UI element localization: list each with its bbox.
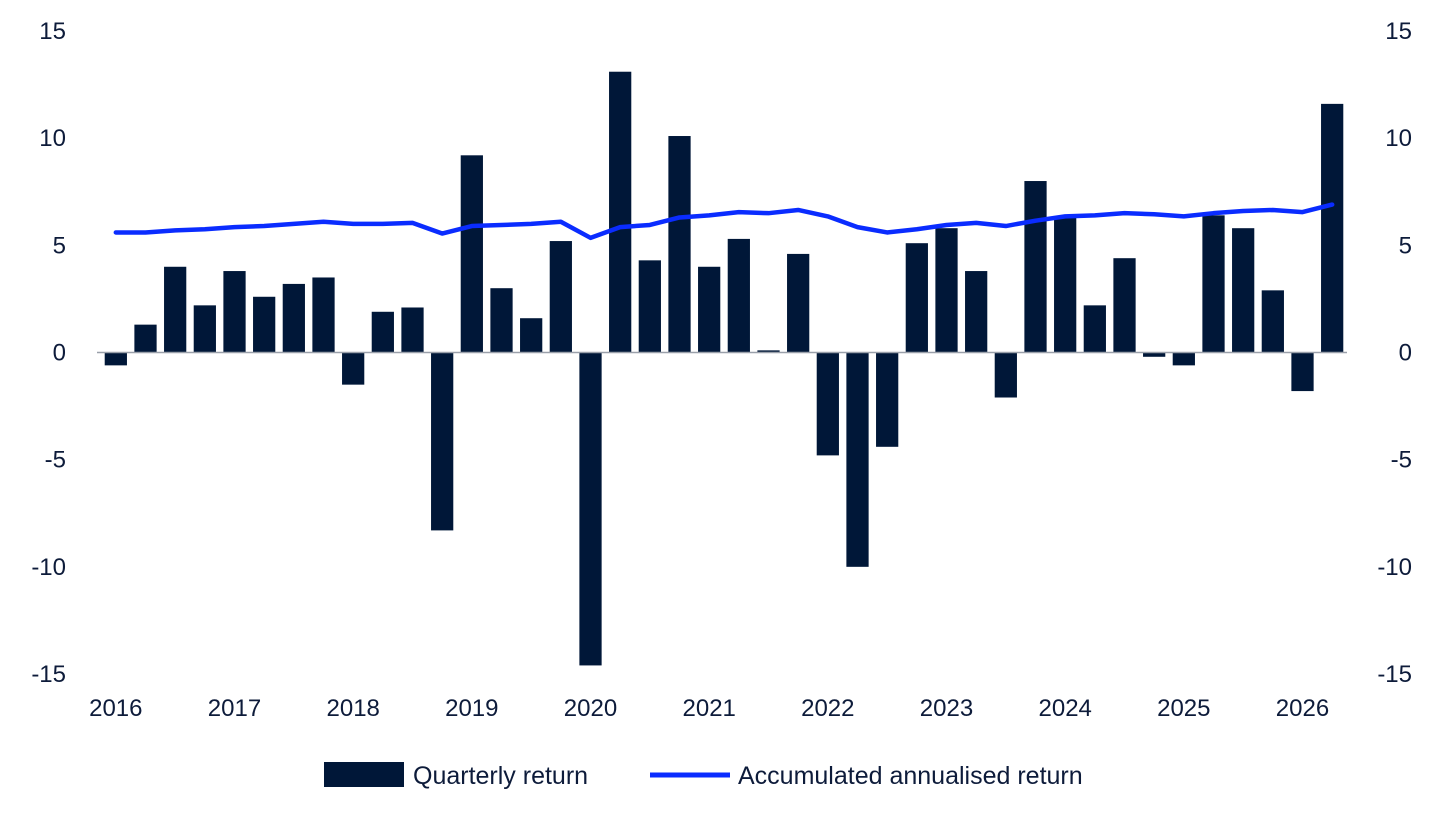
bar-2017-q4 bbox=[312, 277, 335, 353]
bar-2019-q3 bbox=[520, 318, 543, 353]
x-tick-2024: 2024 bbox=[1039, 695, 1092, 722]
x-tick-2018: 2018 bbox=[327, 695, 380, 722]
bar-2017-q2 bbox=[253, 296, 276, 353]
y-tick-right--5: -5 bbox=[1391, 447, 1412, 474]
legend-label-quarterly-return: Quarterly return bbox=[413, 762, 588, 790]
y-tick-left-0: 0 bbox=[53, 340, 66, 367]
y-tick-left--15: -15 bbox=[31, 661, 66, 688]
bar-2022-q1 bbox=[816, 352, 839, 456]
bar-2023-q4 bbox=[1024, 181, 1047, 353]
x-tick-2021: 2021 bbox=[683, 695, 736, 722]
legend-label-accumulated-return: Accumulated annualised return bbox=[738, 762, 1083, 790]
y-tick-right-10: 10 bbox=[1385, 125, 1412, 152]
bar-2026-q1 bbox=[1291, 352, 1314, 392]
bar-2019-q2 bbox=[490, 288, 513, 353]
bar-2021-q1 bbox=[698, 266, 721, 353]
x-tick-2017: 2017 bbox=[208, 695, 261, 722]
line-series-accumulated-return bbox=[113, 202, 1335, 241]
bar-2018-q2 bbox=[371, 311, 394, 353]
bar-2016-q2 bbox=[134, 324, 157, 353]
bar-2023-q3 bbox=[994, 352, 1017, 398]
y-tick-right-0: 0 bbox=[1399, 340, 1412, 367]
y-axis-left: 15 10 5 0 -5 -10 -15 bbox=[31, 18, 66, 688]
y-tick-right-5: 5 bbox=[1399, 232, 1412, 259]
bar-2018-q3 bbox=[401, 307, 424, 353]
legend-swatch-quarterly-return bbox=[324, 762, 404, 787]
bar-2017-q1 bbox=[223, 271, 246, 353]
bar-2025-q4 bbox=[1261, 290, 1284, 353]
x-axis: 2016 2017 2018 2019 2020 2021 2022 2023 2024 2025… bbox=[89, 695, 1329, 722]
y-tick-left-5: 5 bbox=[53, 232, 66, 259]
bar-2024-q1 bbox=[1054, 217, 1077, 353]
bar-2018-q1 bbox=[342, 352, 365, 385]
bar-series bbox=[104, 71, 1344, 666]
bar-2023-q1 bbox=[935, 228, 958, 353]
bar-2016-q4 bbox=[193, 305, 216, 353]
bar-2018-q4 bbox=[431, 352, 454, 531]
y-axis-right: 15 10 5 0 -5 -10 -15 bbox=[1377, 18, 1412, 688]
bar-2020-q1 bbox=[579, 352, 602, 666]
bar-2026-q2 bbox=[1321, 103, 1344, 353]
bar-2023-q2 bbox=[965, 271, 988, 353]
bar-2019-q1 bbox=[460, 155, 483, 353]
bar-2024-q3 bbox=[1113, 258, 1136, 353]
bar-2021-q3 bbox=[757, 350, 780, 353]
bar-2025-q1 bbox=[1172, 352, 1195, 366]
x-tick-2019: 2019 bbox=[445, 695, 498, 722]
x-tick-2025: 2025 bbox=[1157, 695, 1210, 722]
y-tick-right--10: -10 bbox=[1377, 554, 1412, 581]
x-tick-2020: 2020 bbox=[564, 695, 617, 722]
bar-2020-q4 bbox=[668, 136, 691, 353]
y-tick-left--5: -5 bbox=[45, 447, 66, 474]
bar-2019-q4 bbox=[549, 241, 572, 353]
x-tick-2023: 2023 bbox=[920, 695, 973, 722]
bar-2016-q3 bbox=[164, 266, 187, 353]
y-tick-right-15: 15 bbox=[1385, 18, 1412, 45]
y-tick-left-10: 10 bbox=[39, 125, 66, 152]
bar-2017-q3 bbox=[282, 283, 305, 353]
bar-2021-q2 bbox=[727, 238, 750, 353]
bar-2020-q3 bbox=[638, 260, 661, 353]
bar-2022-q4 bbox=[905, 243, 928, 353]
bar-2016-q1 bbox=[104, 352, 127, 366]
bar-2022-q2 bbox=[846, 352, 869, 567]
bar-2024-q2 bbox=[1083, 305, 1106, 353]
bar-2021-q4 bbox=[787, 253, 810, 353]
x-tick-2026: 2026 bbox=[1276, 695, 1329, 722]
bar-2024-q4 bbox=[1143, 352, 1166, 357]
y-tick-left-15: 15 bbox=[39, 18, 66, 45]
y-tick-right--15: -15 bbox=[1377, 661, 1412, 688]
bar-2022-q3 bbox=[876, 352, 899, 447]
y-tick-left--10: -10 bbox=[31, 554, 66, 581]
bar-2020-q2 bbox=[609, 71, 632, 353]
bar-2025-q3 bbox=[1232, 228, 1255, 353]
legend: Quarterly return Accumulated annualised … bbox=[324, 762, 1083, 790]
x-tick-2022: 2022 bbox=[801, 695, 854, 722]
x-tick-2016: 2016 bbox=[89, 695, 142, 722]
bar-2025-q2 bbox=[1202, 215, 1225, 353]
